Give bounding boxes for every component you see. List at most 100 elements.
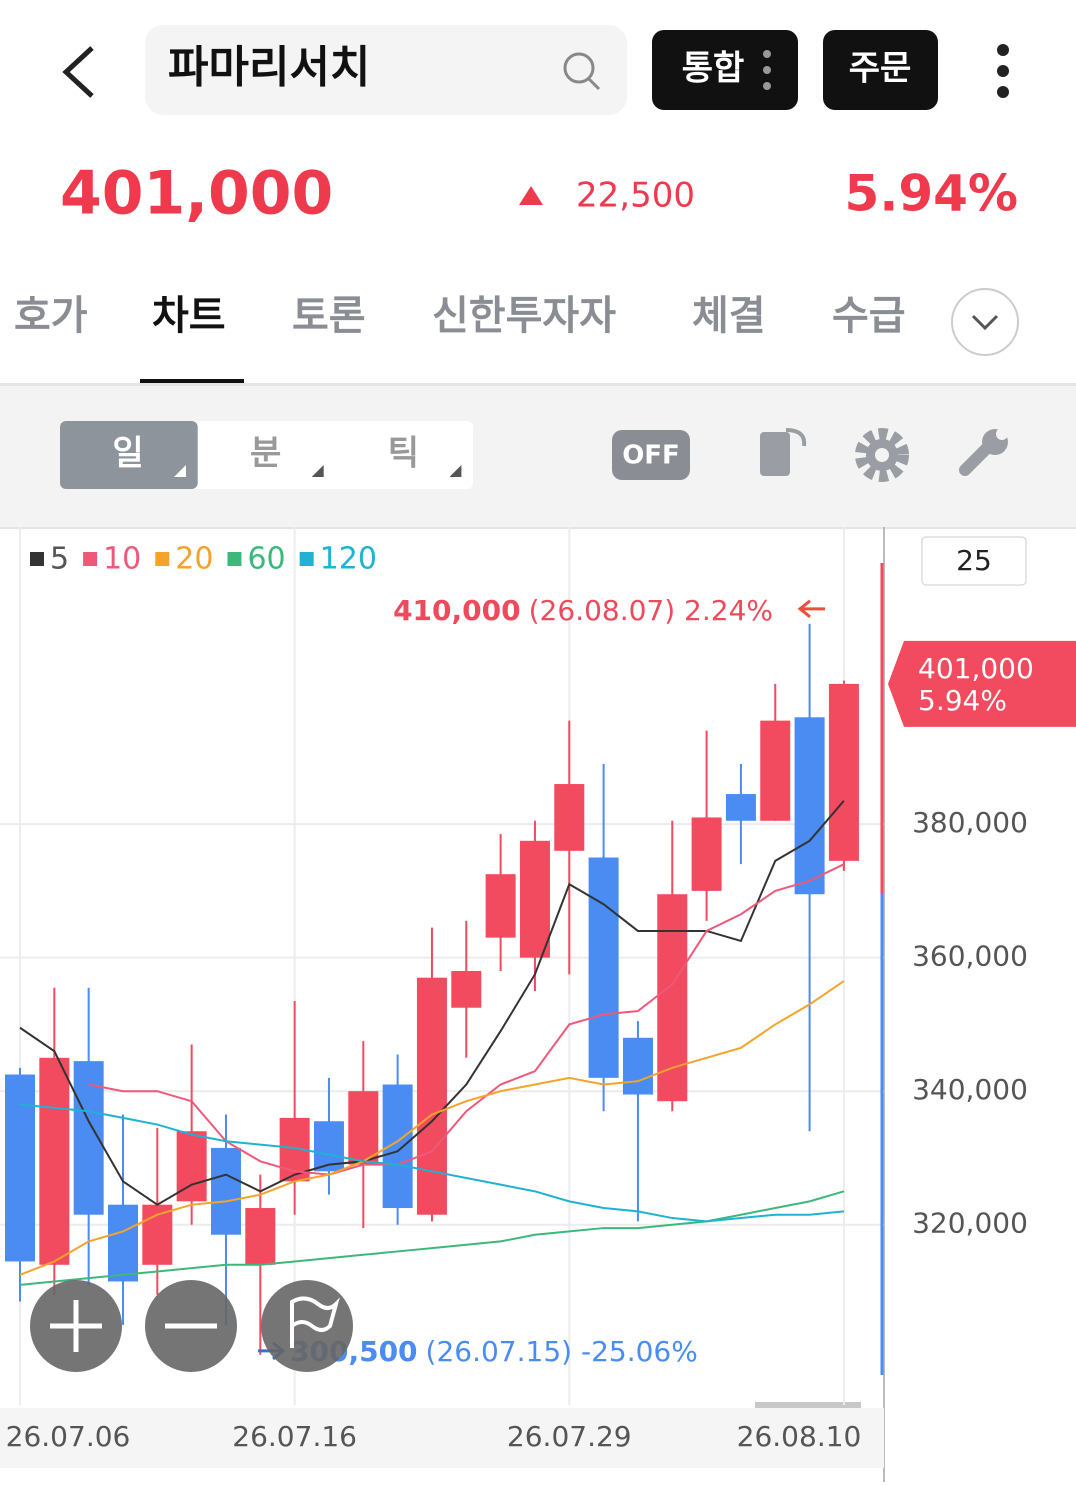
current-price: 401,000	[60, 159, 333, 229]
legend-label: 120	[320, 542, 377, 577]
divider	[0, 527, 1076, 529]
price-tag-price: 401,000	[918, 652, 1034, 685]
tab[interactable]: 토론	[292, 293, 366, 339]
candle-body	[210, 1147, 241, 1235]
candle-body	[691, 817, 722, 891]
candle-body	[588, 857, 619, 1078]
moving-averages	[19, 800, 845, 1286]
legend-swatch	[299, 552, 314, 566]
corner-mark	[174, 465, 186, 477]
price-tag-change: 5.94%	[918, 684, 1007, 717]
button-label: 주문	[849, 49, 912, 89]
tab-bar: 호가 차트 토론 신한투자자 체결 수급	[14, 293, 906, 385]
x-tick-label: 26.07.16	[232, 1420, 357, 1453]
ma-line	[19, 1103, 845, 1223]
x-tick-label: 26.07.06	[6, 1420, 131, 1453]
period-selected	[60, 421, 198, 489]
candle-body	[760, 720, 791, 821]
count-label: 25	[956, 544, 992, 577]
ma-line	[19, 980, 845, 1276]
candle-body	[828, 683, 859, 861]
settings-icon	[875, 448, 889, 462]
y-tick-label: 380,000	[912, 806, 1028, 839]
tab[interactable]: 수급	[832, 293, 906, 339]
order-button[interactable]	[823, 30, 938, 110]
toggle-label: OFF	[622, 441, 680, 471]
low-annotation: 300,500 (26.07.15) -25.06%	[290, 1335, 698, 1368]
y-tick-label: 340,000	[912, 1073, 1028, 1106]
y-tick-label: 320,000	[912, 1207, 1028, 1240]
candles	[5, 623, 859, 1355]
y-tick-label: 360,000	[912, 940, 1028, 973]
candle-body	[5, 1074, 35, 1262]
tab[interactable]: 체결	[692, 293, 766, 339]
corner-mark	[449, 465, 462, 477]
candle-body	[416, 977, 447, 1215]
chevron	[971, 314, 999, 331]
integrated-button[interactable]	[652, 30, 798, 110]
candle-body	[794, 717, 825, 895]
high-detail: (26.08.07) 2.24%	[529, 594, 773, 627]
up-triangle	[519, 186, 543, 205]
search-icon	[563, 52, 595, 84]
price-tag-shape	[888, 640, 1076, 727]
x-tick-label: 26.08.10	[737, 1420, 862, 1453]
candle-body	[622, 1037, 653, 1095]
tab[interactable]: 호가	[14, 293, 88, 339]
annotations	[258, 599, 825, 1361]
flag-button[interactable]	[261, 1280, 353, 1372]
ma-line	[88, 863, 845, 1176]
legend: 5 10 20 60 120	[30, 542, 377, 577]
change-rate: 5.94%	[845, 165, 1018, 223]
tab[interactable]: 신한투자자	[432, 293, 616, 339]
legend-label: 20	[175, 542, 213, 577]
corner-mark	[311, 465, 324, 477]
button-dots	[763, 50, 771, 90]
toggle[interactable]	[612, 430, 690, 480]
rotate-icon[interactable]	[760, 432, 790, 476]
plus-icon	[50, 1300, 102, 1352]
candle-body	[245, 1208, 276, 1265]
candle-body	[107, 1204, 138, 1282]
legend-swatch	[83, 552, 98, 566]
legend-label: 60	[247, 542, 285, 577]
legend-label: 10	[103, 542, 141, 577]
more-menu[interactable]	[997, 44, 1009, 98]
period-tab[interactable]: 분	[250, 434, 281, 474]
price-change: 22,500	[576, 176, 695, 216]
tool-icon	[996, 428, 1008, 440]
high-price: 410,000	[393, 594, 521, 627]
legend-swatch	[155, 552, 170, 566]
tab-underline	[140, 379, 244, 385]
legend-label: 5	[50, 542, 69, 577]
candle-body	[451, 971, 482, 1008]
candle-body	[485, 874, 516, 938]
period-tab[interactable]: 일	[112, 434, 143, 474]
divider	[0, 383, 1076, 386]
zoom-controls	[30, 1280, 353, 1372]
settings-icon[interactable]	[855, 428, 909, 482]
tab[interactable]: 차트	[152, 293, 226, 339]
tab-expand[interactable]	[951, 288, 1019, 356]
date-axis	[0, 1408, 884, 1468]
candle-body	[519, 840, 550, 958]
rotate-icon	[785, 428, 807, 447]
scrollbar[interactable]	[755, 1402, 861, 1408]
low-detail: (26.07.15) -25.06%	[426, 1335, 698, 1368]
high-annotation: 410,000 (26.08.07) 2.24%	[393, 594, 773, 627]
back-button[interactable]	[62, 46, 94, 98]
candle-body	[725, 794, 756, 821]
x-tick-label: 26.07.29	[507, 1420, 632, 1453]
flag-icon	[290, 1296, 340, 1348]
candle-body	[348, 1091, 379, 1165]
button-label: 통합	[682, 49, 745, 89]
count-box[interactable]	[921, 536, 1027, 586]
period-tab[interactable]: 틱	[388, 434, 419, 474]
search-box[interactable]	[145, 25, 627, 115]
stock-title: 파마리서치	[168, 42, 370, 93]
high-arrow	[797, 599, 825, 618]
search-icon	[587, 77, 601, 91]
